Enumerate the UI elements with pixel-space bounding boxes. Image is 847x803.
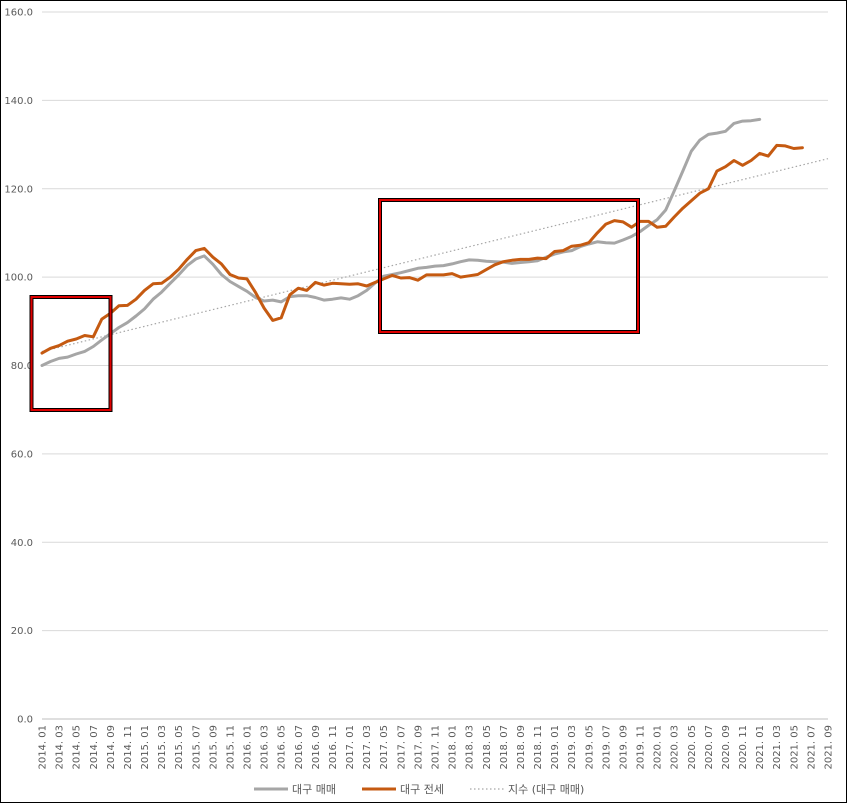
trendline-layer	[41, 158, 829, 353]
y-tick-label: 120.0	[4, 184, 33, 195]
x-tick-label: 2017. 09	[413, 725, 424, 770]
x-tick-label: 2015. 03	[157, 725, 168, 770]
trendline	[41, 158, 829, 353]
x-tick-label: 2018. 01	[448, 725, 459, 770]
x-tick-label: 2021. 07	[806, 725, 817, 770]
x-tick-label: 2018. 07	[499, 725, 510, 770]
x-tick-label: 2020. 05	[687, 725, 698, 770]
y-tick-label: 160.0	[4, 8, 33, 19]
x-tick-label: 2019. 11	[636, 725, 647, 770]
x-axis-ticks: 2014. 01 2014. 03 2014. 05 2014. 07 2014. 09…	[38, 725, 835, 770]
y-tick-label: 140.0	[4, 96, 33, 107]
y-tick-label: 60.0	[11, 449, 33, 460]
x-tick-label: 2015. 07	[191, 725, 202, 770]
highlight-box-middle-inner	[379, 199, 639, 333]
x-tick-label: 2015. 09	[208, 725, 219, 770]
x-tick-label: 2016. 07	[294, 725, 305, 770]
x-tick-label: 2014. 05	[72, 725, 83, 770]
x-tick-label: 2020. 01	[653, 725, 664, 770]
y-tick-label: 0.0	[17, 715, 33, 726]
x-tick-label: 2015. 05	[174, 725, 185, 770]
x-tick-label: 2019. 09	[618, 725, 629, 770]
y-tick-label: 100.0	[4, 273, 33, 284]
x-tick-label: 2015. 01	[140, 725, 151, 770]
x-tick-label: 2019. 03	[567, 725, 578, 770]
x-tick-label: 2014. 11	[123, 725, 134, 770]
x-tick-label: 2017. 05	[379, 725, 390, 770]
series-line-0	[40, 117, 762, 367]
legend-label: 대구 매매	[292, 783, 336, 796]
gridlines	[42, 11, 828, 720]
legend: 대구 매매 대구 전세 지수 (대구 매매)	[254, 783, 584, 796]
x-tick-label: 2021. 01	[755, 725, 766, 770]
highlight-box-middle	[378, 198, 640, 334]
x-tick-label: 2020. 03	[670, 725, 681, 770]
x-tick-label: 2021. 03	[772, 725, 783, 770]
x-tick-label: 2019. 05	[584, 725, 595, 770]
x-tick-label: 2018. 05	[482, 725, 493, 770]
x-tick-label: 2015. 11	[225, 725, 236, 770]
x-tick-label: 2018. 09	[516, 725, 527, 770]
legend-label: 대구 전세	[400, 783, 444, 796]
series-line-1	[40, 143, 804, 355]
x-tick-label: 2014. 09	[106, 725, 117, 770]
x-tick-label: 2016. 01	[243, 725, 254, 770]
x-tick-label: 2019. 01	[550, 725, 561, 770]
x-tick-label: 2020. 07	[704, 725, 715, 770]
x-tick-label: 2014. 07	[89, 725, 100, 770]
x-tick-label: 2018. 11	[533, 725, 544, 770]
highlight-boxes	[29, 198, 640, 412]
x-tick-label: 2020. 09	[721, 725, 732, 770]
x-tick-label: 2021. 09	[824, 725, 835, 770]
legend-label: 지수 (대구 매매)	[508, 783, 584, 796]
x-tick-label: 2018. 03	[465, 725, 476, 770]
y-tick-label: 80.0	[11, 361, 33, 372]
highlight-box-left-inner	[30, 296, 112, 411]
y-tick-label: 40.0	[11, 538, 33, 549]
x-tick-label: 2016. 05	[277, 725, 288, 770]
x-tick-label: 2019. 07	[601, 725, 612, 770]
x-tick-label: 2017. 03	[362, 725, 373, 770]
x-tick-label: 2021. 05	[789, 725, 800, 770]
x-tick-label: 2014. 03	[55, 725, 66, 770]
series-lines	[40, 117, 804, 367]
y-axis-ticks: 0.0 20.0 40.0 60.0 80.0 100.0 120.0 140.0 160.0	[4, 8, 33, 726]
x-tick-label: 2017. 11	[431, 725, 442, 770]
x-tick-label: 2016. 11	[328, 725, 339, 770]
x-tick-label: 2014. 01	[38, 725, 49, 770]
x-tick-label: 2020. 11	[738, 725, 749, 770]
x-tick-label: 2016. 03	[260, 725, 271, 770]
x-tick-label: 2017. 01	[345, 725, 356, 770]
y-tick-label: 20.0	[11, 626, 33, 637]
x-tick-label: 2016. 09	[311, 725, 322, 770]
x-tick-label: 2017. 07	[396, 725, 407, 770]
